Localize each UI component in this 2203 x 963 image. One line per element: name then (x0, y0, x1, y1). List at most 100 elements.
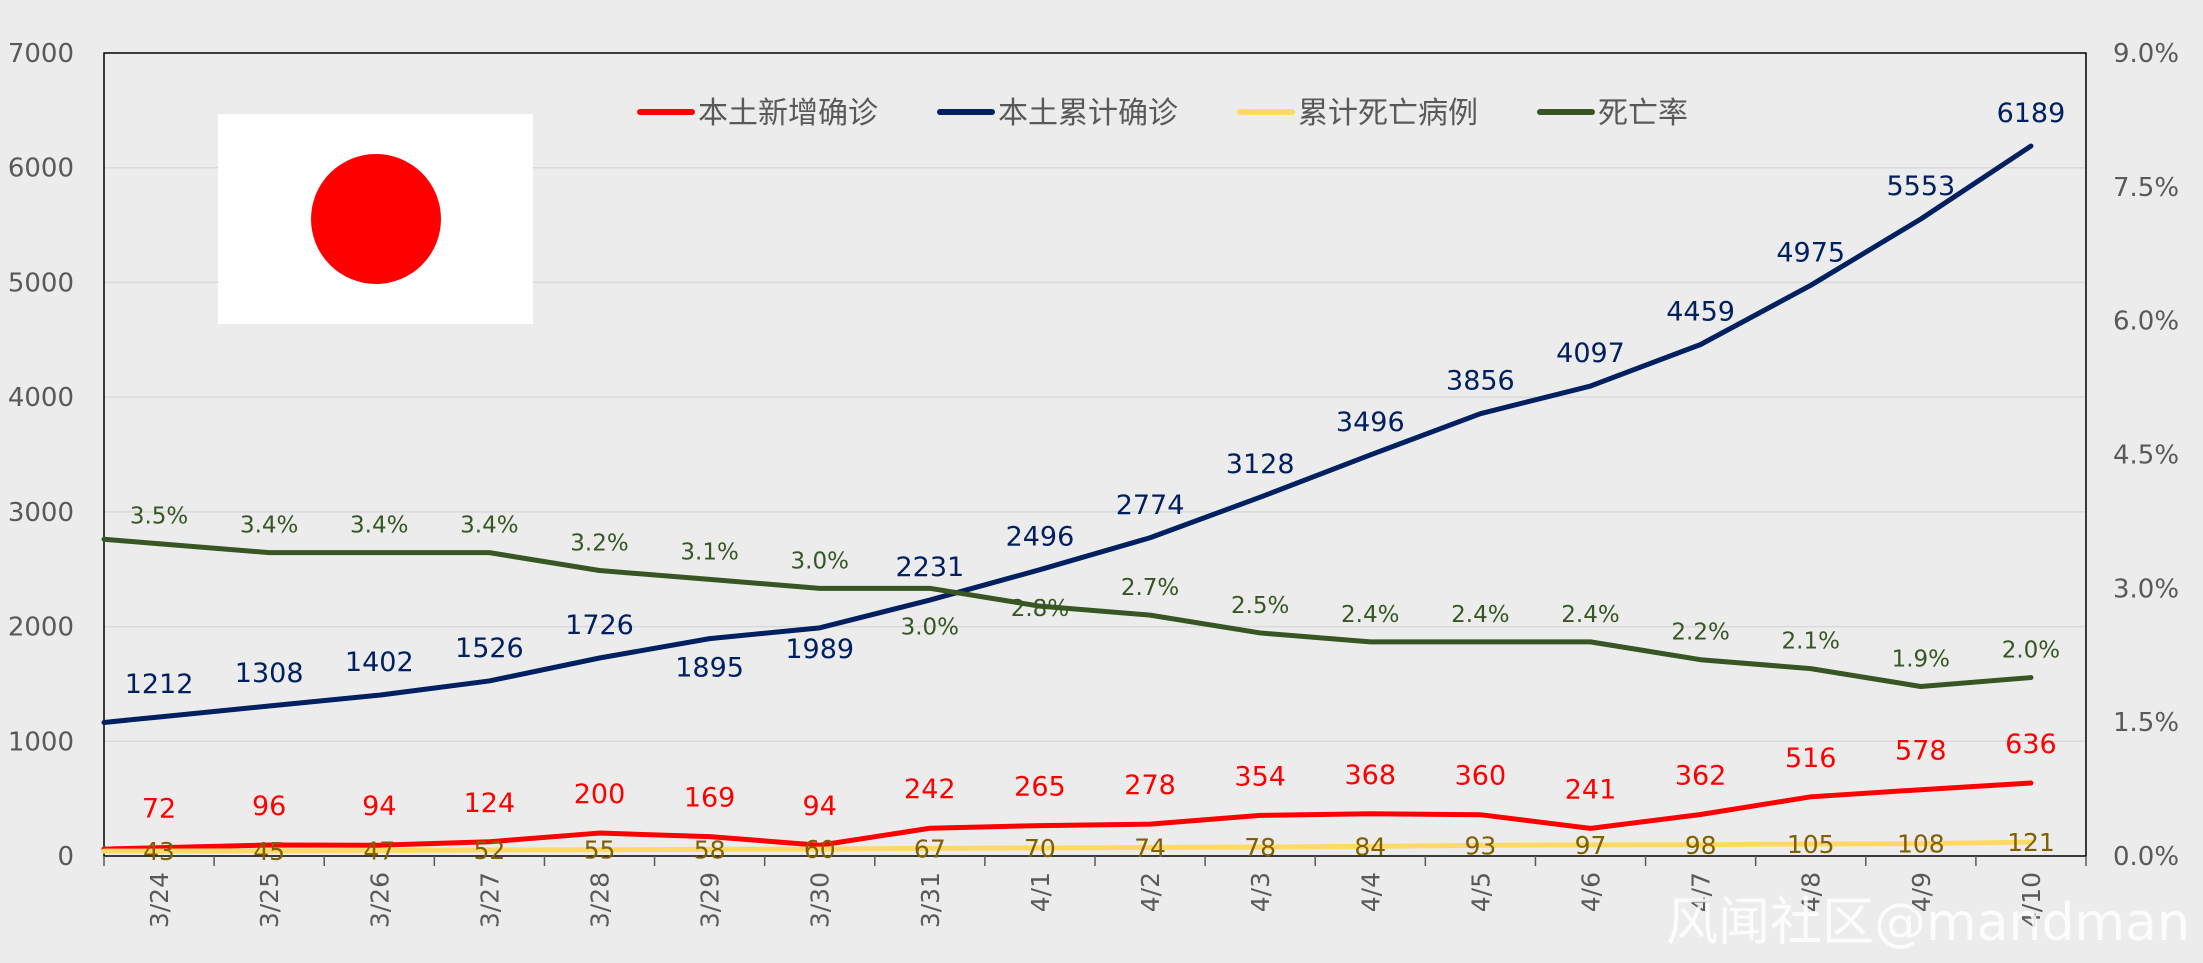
data-label: 3.4% (350, 513, 408, 539)
data-label: 3496 (1336, 407, 1405, 438)
y-right-tick-label: 1.5% (2113, 708, 2179, 738)
data-label: 4459 (1666, 296, 1735, 327)
data-label: 2.8% (1011, 596, 1069, 622)
data-label: 74 (1134, 834, 1166, 863)
data-label: 4975 (1776, 237, 1845, 268)
data-label: 2.1% (1782, 629, 1840, 655)
data-label: 3.4% (460, 513, 518, 539)
data-label: 121 (2007, 828, 2055, 857)
data-label: 3.0% (791, 548, 849, 574)
data-label: 2.5% (1231, 593, 1289, 619)
data-label: 72 (142, 794, 176, 825)
data-label: 516 (1785, 743, 1837, 774)
data-label: 1212 (125, 669, 194, 700)
x-tick-label: 3/27 (475, 872, 504, 928)
data-label: 98 (1685, 831, 1717, 860)
data-label: 43 (143, 837, 175, 866)
data-label: 3.5% (130, 504, 188, 530)
data-label: 2.4% (1561, 602, 1619, 628)
data-label: 55 (584, 836, 616, 865)
data-label: 47 (363, 837, 395, 866)
x-tick-label: 3/26 (365, 872, 394, 928)
x-tick-label: 3/24 (145, 872, 174, 928)
y-right-tick-label: 3.0% (2113, 574, 2179, 604)
x-axis: 3/24 3/25 3/26 3/27 3/28 3/29 3/30 3/31 4/1 4/2 4/… (103, 856, 2087, 928)
data-label: 1726 (565, 610, 634, 641)
data-label: 2231 (895, 552, 964, 583)
data-label: 2496 (1006, 522, 1075, 553)
y-left-tick-label: 1000 (8, 727, 74, 757)
series-lines (101, 143, 2034, 854)
data-label: 94 (362, 791, 396, 822)
x-tick-label: 4/4 (1356, 872, 1385, 912)
y-axis-left: 0 1000 2000 3000 4000 5000 6000 7000 (8, 39, 74, 872)
legend: 本土新增确诊 本土累计确诊 累计死亡病例 死亡率 (637, 96, 1688, 131)
x-tick-label: 4/9 (1907, 872, 1936, 912)
data-label: 45 (253, 837, 285, 866)
data-label: 169 (684, 783, 736, 814)
series-line-edge (101, 714, 162, 725)
data-label: 3128 (1226, 449, 1295, 480)
data-label: 4097 (1556, 338, 1625, 369)
x-tick-label: 4/10 (2017, 872, 2046, 928)
data-label: 70 (1024, 834, 1056, 863)
y-right-tick-label: 0.0% (2113, 842, 2179, 872)
y-right-tick-label: 4.5% (2113, 441, 2179, 471)
data-label: 362 (1675, 760, 1727, 791)
data-label: 1989 (785, 634, 854, 665)
data-label: 368 (1345, 760, 1397, 791)
y-right-tick-label: 7.5% (2113, 173, 2179, 203)
data-label: 1895 (675, 653, 744, 684)
data-label: 3.2% (570, 530, 628, 556)
y-left-tick-label: 0 (57, 842, 74, 872)
x-tick-label: 4/2 (1136, 872, 1165, 912)
x-tick-label: 4/6 (1577, 872, 1606, 912)
data-label: 5553 (1886, 171, 1955, 202)
y-left-tick-label: 7000 (8, 39, 74, 69)
x-tick-label: 4/5 (1466, 872, 1495, 912)
data-label: 2.0% (2002, 638, 2060, 664)
y-left-tick-label: 4000 (8, 383, 74, 413)
data-label: 265 (1014, 772, 1066, 803)
data-label: 200 (574, 779, 626, 810)
data-label: 6189 (1997, 98, 2066, 129)
series-line (156, 839, 2034, 854)
data-label: 578 (1895, 736, 1947, 767)
japan-flag (218, 114, 533, 324)
series-line (156, 780, 2034, 851)
data-label: 124 (464, 788, 516, 819)
data-label: 2.4% (1451, 602, 1509, 628)
data-label: 1.9% (1892, 646, 1950, 672)
watermark-text: 风闻社区@mandman (1666, 893, 2190, 953)
x-tick-label: 4/3 (1246, 872, 1275, 912)
data-label: 2.7% (1121, 575, 1179, 601)
data-label: 58 (694, 835, 726, 864)
legend-label: 死亡率 (1598, 96, 1688, 131)
data-label: 3.1% (680, 539, 738, 565)
y-right-tick-label: 6.0% (2113, 307, 2179, 337)
x-tick-label: 3/30 (806, 872, 835, 928)
series-line (156, 143, 2034, 720)
data-label: 94 (803, 791, 837, 822)
legend-label: 累计死亡病例 (1298, 96, 1478, 131)
flag-disc (311, 154, 441, 284)
data-label: 93 (1464, 831, 1496, 860)
legend-label: 本土累计确诊 (998, 96, 1178, 131)
data-label: 3.0% (901, 614, 959, 640)
data-label: 84 (1354, 832, 1386, 861)
y-left-tick-label: 2000 (8, 613, 74, 643)
data-label: 1402 (345, 647, 414, 678)
data-label: 278 (1124, 770, 1176, 801)
x-tick-label: 3/29 (696, 872, 725, 928)
data-label: 2.4% (1341, 602, 1399, 628)
data-label: 96 (252, 791, 286, 822)
data-label: 354 (1234, 761, 1286, 792)
data-label: 105 (1787, 830, 1835, 859)
data-label: 636 (2005, 729, 2057, 760)
data-label: 241 (1565, 774, 1617, 805)
data-label: 3.4% (240, 513, 298, 539)
x-tick-label: 4/1 (1026, 872, 1055, 912)
data-label: 67 (914, 834, 946, 863)
x-tick-label: 3/28 (586, 872, 615, 928)
